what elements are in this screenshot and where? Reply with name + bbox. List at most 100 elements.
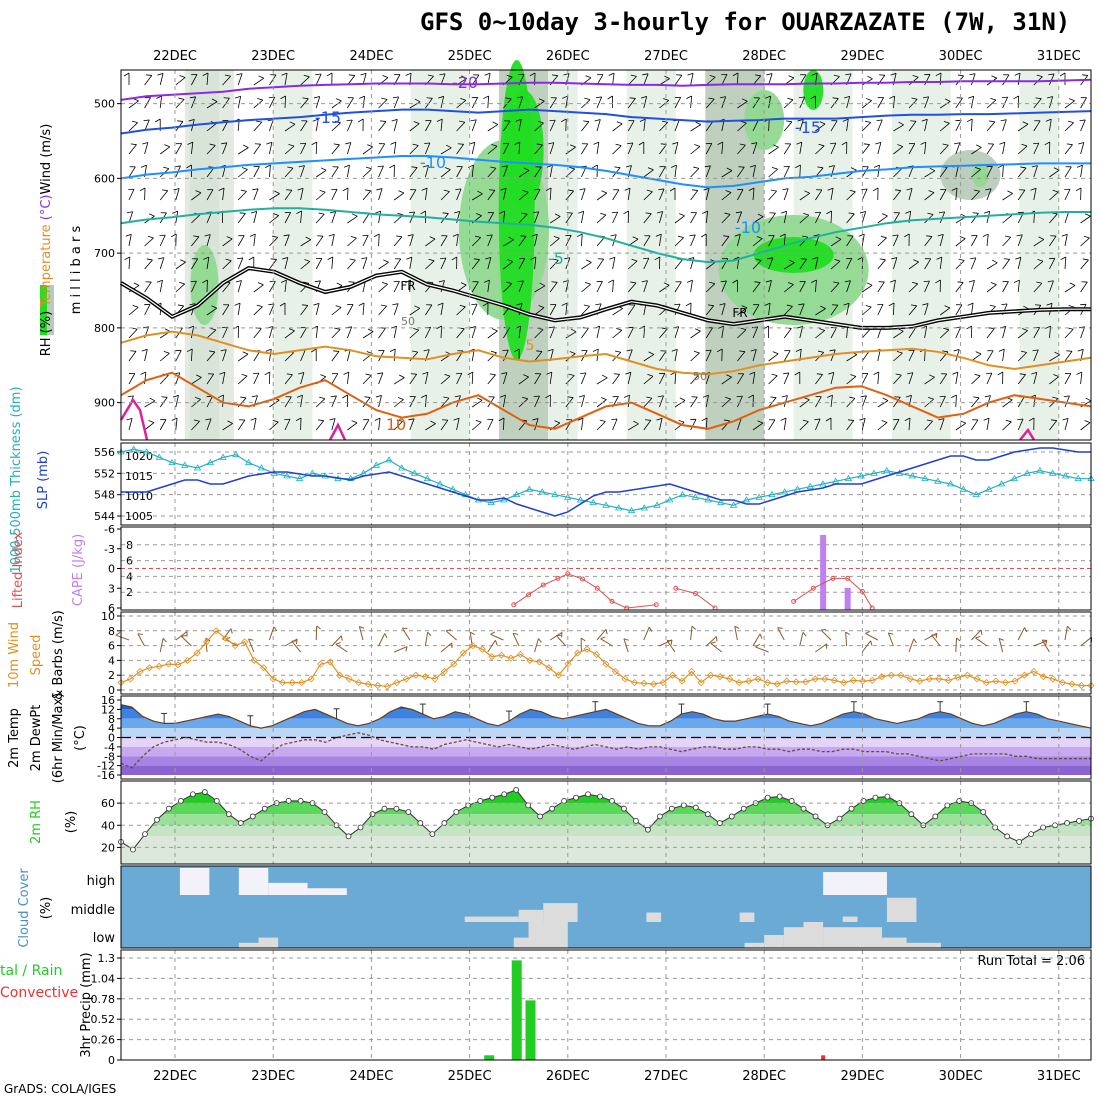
wind-barb: [641, 280, 648, 293]
surface-wind-barb: [623, 638, 629, 653]
lifted-index-line: [675, 587, 716, 609]
thickness-marker: [589, 498, 597, 506]
wind-speed-marker: [364, 680, 372, 688]
wind-barb: [560, 118, 567, 132]
cloud-low-block: [783, 927, 804, 948]
rh-marker: [633, 817, 639, 824]
rh-marker: [908, 811, 915, 818]
thickness-marker: [717, 498, 725, 506]
rh-marker: [621, 805, 627, 812]
wind-barb: [1062, 418, 1069, 431]
wind-barb: [221, 326, 229, 339]
wind-barb: [893, 212, 900, 224]
wind-speed-tick-label: 10: [101, 610, 115, 623]
rh-marker: [764, 794, 771, 801]
cloud-panel-frame: [120, 865, 1092, 949]
wind-barb: [581, 120, 590, 132]
lifted-index-marker: [653, 602, 659, 608]
wind-speed-marker: [554, 671, 563, 679]
wind-barb: [331, 98, 342, 109]
wind-barb: [144, 74, 153, 86]
wind-speed-marker: [802, 678, 810, 686]
wind-barb: [749, 164, 756, 178]
wind-barb: [750, 349, 757, 362]
wind-barb: [690, 144, 701, 155]
cloud-low-block: [238, 942, 259, 948]
wind-barb: [1064, 282, 1076, 293]
thickness-marker: [653, 501, 661, 508]
wind-barb: [451, 256, 458, 270]
wind-barb: [1017, 143, 1028, 155]
wind-barb: [1076, 164, 1083, 178]
wind-barb: [549, 258, 559, 270]
wind-barb: [393, 374, 405, 385]
thickness-marker: [155, 453, 163, 460]
wind-barb: [280, 95, 287, 109]
wind-speed-marker: [887, 671, 895, 679]
wind-barb: [643, 212, 652, 224]
wind-barb: [781, 210, 788, 224]
thickness-marker: [985, 485, 993, 492]
wind-barb: [1013, 279, 1020, 293]
wind-barb: [935, 279, 941, 293]
wind-barb: [425, 304, 433, 316]
wind-barb: [436, 118, 443, 132]
wind-barb: [1064, 143, 1073, 155]
wind-barb: [409, 166, 418, 178]
wind-barb: [643, 374, 654, 385]
wind-barb: [815, 189, 823, 201]
wind-barb: [811, 279, 817, 293]
rh-band: [1019, 70, 1059, 440]
wind-speed-marker: [630, 679, 639, 687]
wind-speed-marker: [811, 675, 819, 683]
wind-speed-marker: [288, 679, 296, 687]
wind-barb: [421, 187, 428, 201]
wind-barb: [939, 327, 950, 339]
wind-barb: [580, 372, 587, 385]
wind-barb: [456, 120, 466, 132]
wind-barb: [576, 233, 583, 247]
wind-barb: [924, 374, 935, 385]
wind-barb: [534, 373, 542, 385]
wind-barb: [453, 211, 461, 224]
wind-barb: [1033, 259, 1044, 270]
thickness-tick-label: 556: [94, 446, 115, 459]
wind-barb: [424, 142, 431, 155]
slp-panel-frame: [120, 442, 1092, 526]
contour-label: -20: [452, 73, 478, 92]
wind-barb: [159, 351, 170, 362]
cloud-cover-background: [121, 866, 1091, 948]
wind-barb: [939, 143, 949, 155]
axis-label-part: 10m Wind: [7, 622, 22, 688]
surface-wind-barb: [820, 628, 832, 641]
wind-barb: [955, 119, 962, 132]
wind-barb: [999, 141, 1006, 155]
thickness-marker: [385, 456, 393, 463]
wind-barb: [596, 397, 607, 408]
wind-barb: [656, 417, 663, 431]
wind-barb: [686, 279, 693, 293]
wind-barb: [486, 234, 493, 247]
thickness-marker: [181, 461, 189, 468]
rh-marker: [932, 813, 939, 820]
thickness-marker: [283, 472, 291, 479]
wind-barb: [627, 258, 638, 270]
wind-barb: [626, 349, 633, 362]
wind-barb: [191, 74, 198, 86]
wind-barb: [515, 118, 522, 132]
wind-barb: [954, 326, 962, 339]
wind-barb: [266, 326, 274, 339]
wind-barb: [222, 236, 233, 247]
wind-barb: [593, 141, 600, 155]
wind-barb: [518, 374, 529, 385]
wind-barb: [310, 348, 317, 361]
wind-barb: [300, 74, 310, 86]
wind-barb: [893, 189, 902, 201]
lifted-index-marker: [580, 576, 586, 582]
rh-marker: [201, 789, 208, 795]
cloud-high-block: [823, 872, 887, 895]
wind-barb: [483, 279, 490, 293]
wind-speed-marker: [944, 676, 952, 684]
wind-barb: [467, 371, 474, 385]
wind-barb: [596, 212, 607, 224]
